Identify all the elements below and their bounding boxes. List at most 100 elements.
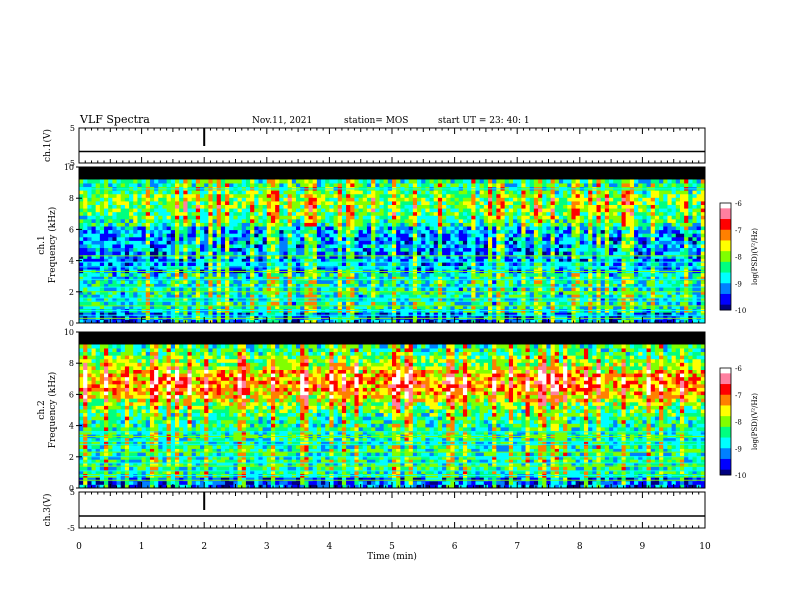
- spectrogram-cell: [108, 312, 113, 317]
- spectrogram-cell: [145, 312, 151, 317]
- spectrogram-cell: [433, 179, 439, 184]
- spectrogram-cell: [392, 283, 397, 288]
- spectrogram-cell: [275, 319, 280, 324]
- spectrogram-cell: [258, 193, 264, 198]
- spectrogram-cell: [504, 179, 510, 184]
- spectrogram-cell: [533, 287, 539, 292]
- spectrogram-cell: [504, 254, 510, 259]
- spectrogram-cell: [513, 276, 518, 281]
- spectrogram-cell: [483, 244, 489, 249]
- spectrogram-cell: [341, 254, 347, 259]
- spectrogram-cell: [87, 226, 92, 231]
- spectrogram-cell: [212, 297, 218, 302]
- spectrogram-cell: [383, 193, 389, 198]
- spectrogram-cell: [329, 262, 334, 266]
- spectrogram-cell: [333, 222, 339, 227]
- spectrogram-cell: [400, 208, 405, 213]
- spectrogram-cell: [225, 218, 230, 223]
- spectrogram-cell: [567, 193, 572, 198]
- spectrogram-cell: [225, 301, 230, 306]
- spectrogram-cell: [316, 272, 322, 277]
- spectrogram-cell: [437, 254, 443, 259]
- spectrogram-cell: [212, 312, 218, 317]
- spectrogram-cell: [442, 283, 447, 288]
- spectrogram-cell: [208, 190, 213, 195]
- spectrogram-cell: [237, 233, 243, 238]
- spectrogram-cell: [329, 190, 334, 195]
- spectrogram-cell: [462, 276, 468, 281]
- spectrogram-cell: [571, 244, 577, 249]
- spectrogram-cell: [425, 183, 430, 188]
- spectrogram-cell: [554, 294, 560, 299]
- spectrogram-cell: [237, 258, 243, 263]
- spectrogram-cell: [291, 272, 297, 277]
- spectrogram-cell: [354, 319, 360, 324]
- spectrogram-cell: [79, 272, 84, 277]
- spectrogram-cell: [446, 279, 451, 284]
- spectrogram-cell: [83, 276, 88, 281]
- spectrogram-cell: [321, 201, 326, 205]
- spectrogram-cell: [191, 315, 197, 320]
- spectrogram-cell: [496, 251, 501, 256]
- spectrogram-cell: [296, 290, 301, 295]
- spectrogram-cell: [446, 258, 451, 263]
- spectrogram-cell: [162, 197, 168, 202]
- spectrogram-cell: [250, 258, 255, 263]
- figure-title: VLF Spectra: [79, 113, 150, 126]
- spectrogram-cell: [487, 226, 493, 231]
- spectrogram-cell: [325, 179, 330, 184]
- spectrogram-cell: [141, 240, 147, 245]
- spectrogram-cell: [550, 201, 556, 205]
- spectrogram-cell: [133, 265, 138, 270]
- spectrogram-cell: [508, 290, 514, 295]
- spectrogram-cell: [358, 233, 364, 238]
- spectrogram-cell: [233, 315, 238, 320]
- spectrogram-cell: [275, 276, 280, 281]
- spectrogram-cell: [91, 251, 97, 256]
- spectrogram-cell: [212, 201, 218, 205]
- spectrogram-cell: [129, 283, 134, 288]
- spectrogram-cell: [137, 183, 142, 188]
- spectrogram-cell: [237, 204, 243, 209]
- spectrogram-cell: [533, 312, 539, 317]
- spectrogram-cell: [467, 236, 472, 241]
- spectrogram-cell: [266, 229, 272, 234]
- spectrogram-cell: [195, 265, 201, 270]
- spectrogram-cell: [529, 179, 535, 184]
- spectrogram-cell: [183, 233, 188, 238]
- spectrogram-cell: [387, 197, 393, 202]
- spectrogram-cell: [550, 305, 556, 310]
- spectrogram-cell: [312, 279, 318, 284]
- spectrogram-cell: [366, 305, 372, 310]
- spectrogram-cell: [87, 236, 92, 241]
- spectrogram-cell: [104, 193, 109, 198]
- spectrogram-cell: [108, 279, 113, 284]
- spectrogram-cell: [208, 197, 213, 202]
- spectrogram-cell: [550, 244, 556, 249]
- spectrogram-cell: [450, 276, 455, 281]
- spectrogram-cell: [400, 290, 405, 295]
- spectrogram-cell: [387, 294, 393, 299]
- spectrogram-cell: [120, 297, 126, 302]
- spectrogram-cell: [191, 272, 197, 277]
- spectrogram-cell: [158, 201, 163, 205]
- spectrogram-cell: [475, 251, 481, 256]
- spectrogram-cell: [433, 305, 439, 310]
- spectrogram-cell: [229, 201, 234, 205]
- spectrogram-cell: [179, 211, 184, 216]
- spectrogram-cell: [137, 276, 142, 281]
- spectrogram-cell: [275, 290, 280, 295]
- spectrogram-cell: [233, 283, 238, 288]
- spectrogram-cell: [83, 229, 88, 234]
- spectrogram-cell: [262, 179, 268, 184]
- spectrogram-cell: [99, 258, 105, 263]
- spectrogram-cell: [337, 193, 343, 198]
- spectrogram-cell: [174, 183, 180, 188]
- spectrogram-cell: [375, 265, 380, 270]
- spectrogram-cell: [408, 251, 414, 256]
- spectrogram-cell: [496, 287, 501, 292]
- spectrogram-cell: [513, 190, 518, 195]
- spectrogram-cell: [362, 319, 368, 324]
- spectrogram-cell: [262, 204, 268, 209]
- spectrogram-cell: [487, 247, 493, 252]
